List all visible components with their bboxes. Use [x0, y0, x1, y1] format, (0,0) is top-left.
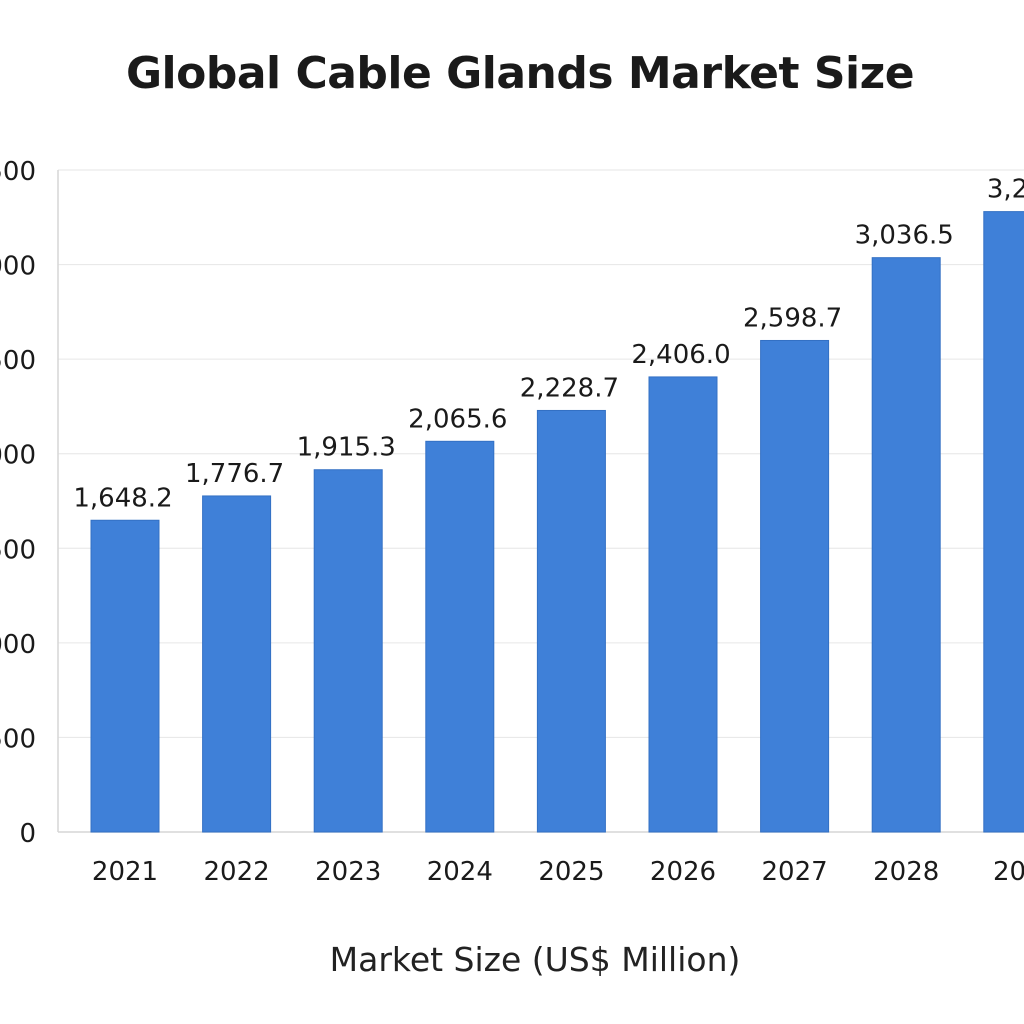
data-label: 3,28 — [987, 175, 1024, 205]
bar — [313, 469, 383, 833]
x-tick-label: 2027 — [762, 857, 828, 887]
x-axis-label: Market Size (US$ Million) — [329, 940, 741, 979]
bar — [871, 257, 941, 833]
x-tick-label: 203 — [993, 857, 1024, 887]
bar — [983, 211, 1024, 833]
data-label: 2,228.7 — [520, 373, 619, 403]
y-tick-label: 3,500 — [0, 157, 36, 187]
y-tick-label: 2,500 — [0, 346, 36, 376]
data-label: 1,776.7 — [185, 459, 284, 489]
x-tick-label: 2021 — [92, 857, 158, 887]
y-tick-label: 0 — [19, 819, 36, 849]
data-label: 2,065.6 — [408, 404, 507, 434]
chart-title: Global Cable Glands Market Size — [125, 48, 915, 99]
data-label: 2,406.0 — [631, 340, 730, 370]
data-label: 1,915.3 — [297, 433, 396, 463]
x-tick-label: 2025 — [538, 857, 604, 887]
bar — [202, 495, 272, 833]
y-tick-label: 3,000 — [0, 252, 36, 282]
x-tick-label: 2024 — [427, 857, 493, 887]
data-label: 1,648.2 — [73, 483, 172, 513]
y-tick-label: 1,000 — [0, 630, 36, 660]
data-label: 2,598.7 — [743, 303, 842, 333]
x-tick-label: 2023 — [315, 857, 381, 887]
y-tick-label: 500 — [0, 724, 36, 754]
bar — [536, 409, 606, 833]
bar — [648, 376, 718, 833]
x-tick-label: 2028 — [873, 857, 939, 887]
x-tick-label: 2026 — [650, 857, 716, 887]
data-label: 3,036.5 — [855, 221, 954, 251]
x-tick-label: 2022 — [204, 857, 270, 887]
y-tick-label: 1,500 — [0, 535, 36, 565]
y-tick-label: 2,000 — [0, 441, 36, 471]
bar — [760, 339, 830, 833]
bar — [90, 519, 160, 833]
bar — [425, 440, 495, 833]
